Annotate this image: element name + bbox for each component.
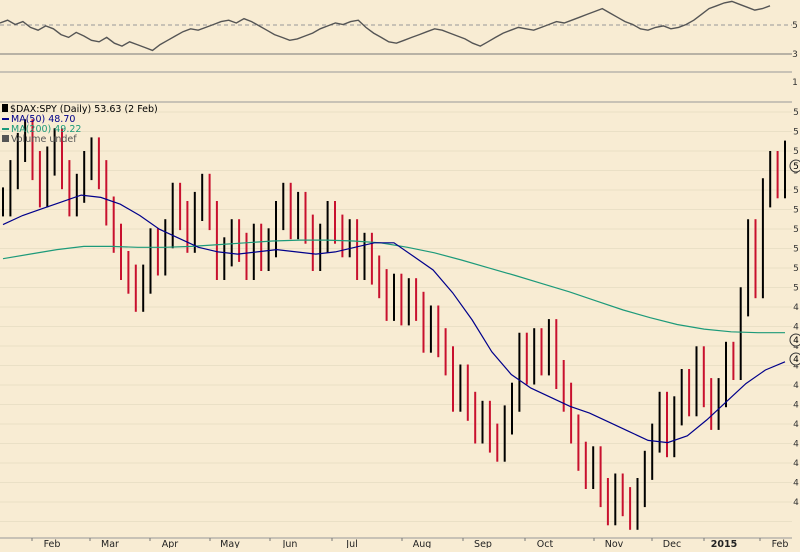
x-tick-label: May bbox=[220, 539, 240, 548]
y-tick-label: 4 bbox=[793, 323, 799, 333]
y-tick-label: 5 bbox=[793, 186, 799, 196]
price-marker-label: 5 bbox=[793, 162, 799, 172]
y-tick-label: 4 bbox=[793, 459, 799, 469]
y-tick-label: 5 bbox=[793, 128, 799, 138]
x-tick-label: Apr bbox=[162, 539, 179, 548]
x-tick-label: Mar bbox=[101, 539, 119, 548]
indicator-line bbox=[0, 0, 771, 52]
price-marker-label: 4 bbox=[793, 355, 799, 365]
legend-price-label: $DAX:SPY (Daily) 53.63 (2 Feb) bbox=[10, 104, 158, 115]
y-tick-label: 5 bbox=[793, 264, 799, 274]
x-tick-label: Feb bbox=[772, 539, 789, 548]
price-marker-circle bbox=[789, 159, 800, 173]
y-tick-label: 4 bbox=[793, 498, 799, 508]
legend-volume-swatch bbox=[2, 135, 9, 142]
x-tick-label: Aug bbox=[413, 539, 432, 548]
y-tick-label: 4 bbox=[793, 381, 799, 391]
y-tick-label: 5 bbox=[793, 225, 799, 235]
price-panel: Feb Mar Apr May Jun Jul Aug Sep Oct Nov Dec 2015 Feb… bbox=[0, 101, 800, 550]
x-tick-label: Nov bbox=[605, 539, 624, 548]
y-tick-label: 4 bbox=[793, 440, 799, 450]
x-tick-label: Dec bbox=[663, 539, 681, 548]
indicator-y-tick-label: 3 bbox=[792, 50, 798, 60]
indicator-panel: 5 3 1 bbox=[0, 0, 798, 88]
legend-ma200-label: MA(200) 49.22 bbox=[11, 124, 81, 135]
y-tick-label: 4 bbox=[793, 303, 799, 313]
y-tick-label: 4 bbox=[793, 362, 799, 372]
legend-ma50-label: MA(50) 48.70 bbox=[11, 114, 75, 125]
x-tick-label: Jun bbox=[282, 539, 298, 548]
ma200-line bbox=[2, 239, 785, 334]
legend-price-swatch bbox=[2, 104, 8, 112]
y-tick-label: 4 bbox=[793, 479, 799, 489]
y-tick-label: 5 bbox=[793, 147, 799, 157]
indicator-y-tick-label: 1 bbox=[792, 78, 798, 88]
x-tick-label: 2015 bbox=[711, 539, 737, 548]
y-tick-label: 5 bbox=[793, 108, 799, 118]
y-tick-label: 5 bbox=[793, 245, 799, 255]
ma50-line bbox=[2, 194, 786, 444]
y-tick-label: 4 bbox=[793, 420, 799, 430]
y-tick-label: 4 bbox=[793, 342, 799, 352]
price-marker-label: 4 bbox=[793, 336, 799, 346]
y-tick-label: 5 bbox=[793, 284, 799, 294]
price-marker-circle bbox=[789, 352, 800, 366]
x-tick-label: Feb bbox=[44, 539, 61, 548]
x-tick-label: Oct bbox=[537, 539, 554, 548]
indicator-y-tick-label: 5 bbox=[792, 21, 798, 31]
y-tick-label: 4 bbox=[793, 401, 799, 411]
legend-volume-label: Volume undef bbox=[11, 134, 77, 145]
x-tick-label: Jul bbox=[345, 539, 357, 548]
price-marker-circle bbox=[789, 333, 800, 347]
x-tick-label: Sep bbox=[474, 539, 492, 548]
y-tick-label: 5 bbox=[793, 206, 799, 216]
legend: $DAX:SPY (Daily) 53.63 (2 Feb) MA(50) 48… bbox=[2, 104, 158, 145]
